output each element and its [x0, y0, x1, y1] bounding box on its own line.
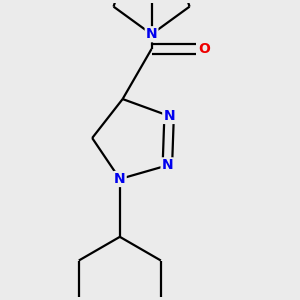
Text: N: N: [146, 27, 158, 41]
Text: N: N: [114, 172, 126, 186]
Text: N: N: [163, 109, 175, 123]
Text: O: O: [198, 42, 210, 56]
Text: N: N: [162, 158, 173, 172]
